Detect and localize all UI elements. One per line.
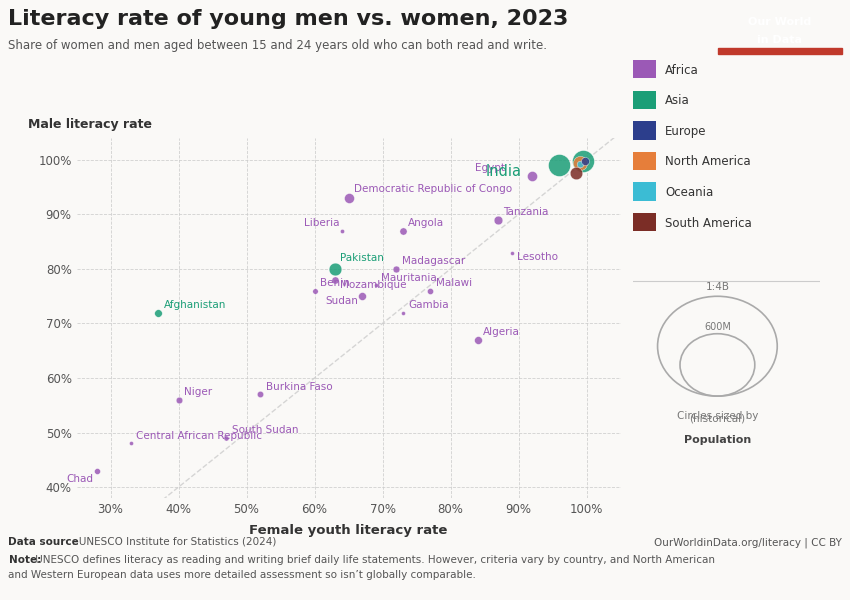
Text: Literacy rate of young men vs. women, 2023: Literacy rate of young men vs. women, 20… xyxy=(8,9,569,29)
Text: Algeria: Algeria xyxy=(483,327,520,337)
Text: Liberia: Liberia xyxy=(304,218,340,228)
Text: OurWorldinData.org/literacy | CC BY: OurWorldinData.org/literacy | CC BY xyxy=(654,537,842,547)
Text: Our World: Our World xyxy=(748,17,812,27)
Text: Chad: Chad xyxy=(66,475,94,484)
Point xyxy=(219,433,233,443)
Point xyxy=(355,292,369,301)
Text: Tanzania: Tanzania xyxy=(503,207,549,217)
Text: Niger: Niger xyxy=(184,387,212,397)
Text: Population: Population xyxy=(683,435,751,445)
Text: Lesotho: Lesotho xyxy=(517,253,558,262)
Point xyxy=(396,226,410,236)
Text: Burkina Faso: Burkina Faso xyxy=(265,382,332,392)
Text: Egypt: Egypt xyxy=(475,163,505,173)
Text: Gambia: Gambia xyxy=(408,300,449,310)
Bar xyxy=(633,60,655,79)
Text: : UNESCO Institute for Statistics (2024): : UNESCO Institute for Statistics (2024) xyxy=(72,537,276,547)
Text: South Sudan: South Sudan xyxy=(231,425,298,435)
Point xyxy=(396,308,410,317)
Text: Share of women and men aged between 15 and 24 years old who can both read and wr: Share of women and men aged between 15 a… xyxy=(8,39,547,52)
Text: Madagascar: Madagascar xyxy=(401,256,465,266)
Point xyxy=(570,169,583,178)
Point xyxy=(90,466,104,476)
Text: Angola: Angola xyxy=(408,218,445,228)
X-axis label: Female youth literacy rate: Female youth literacy rate xyxy=(249,524,448,537)
Point xyxy=(328,264,342,274)
Text: Mozambique: Mozambique xyxy=(340,280,407,290)
Text: in Data: in Data xyxy=(757,35,802,45)
Text: North America: North America xyxy=(665,155,751,169)
Bar xyxy=(633,121,655,140)
Text: Sudan: Sudan xyxy=(326,296,359,306)
Text: Africa: Africa xyxy=(665,64,699,77)
Text: Afghanistan: Afghanistan xyxy=(163,300,226,310)
Point xyxy=(389,264,403,274)
Point xyxy=(471,335,484,344)
Text: Male literacy rate: Male literacy rate xyxy=(27,118,151,131)
Point xyxy=(172,395,185,404)
Text: 1:4B: 1:4B xyxy=(706,281,729,292)
Text: Oceania: Oceania xyxy=(665,186,713,199)
Text: India: India xyxy=(486,164,522,179)
Point xyxy=(573,158,586,167)
Point xyxy=(342,193,355,203)
Point xyxy=(335,226,348,236)
Bar xyxy=(633,91,655,109)
Text: Democratic Republic of Congo: Democratic Republic of Congo xyxy=(354,184,512,194)
Text: (historical): (historical) xyxy=(689,413,745,423)
Text: 600M: 600M xyxy=(704,322,731,332)
Point xyxy=(328,275,342,284)
Point xyxy=(552,160,566,170)
Text: Benin: Benin xyxy=(320,278,349,288)
Point xyxy=(151,308,165,317)
Text: Mauritania: Mauritania xyxy=(381,272,437,283)
Text: Circles sized by: Circles sized by xyxy=(677,411,758,421)
Text: Data source: Data source xyxy=(8,537,79,547)
Point xyxy=(505,248,518,257)
Text: South America: South America xyxy=(665,217,751,230)
Point xyxy=(576,156,590,166)
Point xyxy=(578,156,592,166)
Point xyxy=(525,172,539,181)
Point xyxy=(253,389,267,399)
Point xyxy=(369,280,382,290)
Text: Asia: Asia xyxy=(665,94,690,107)
Bar xyxy=(633,152,655,170)
Bar xyxy=(718,48,842,54)
Point xyxy=(491,215,505,224)
Text: Central African Republic: Central African Republic xyxy=(136,431,263,441)
Text: Europe: Europe xyxy=(665,125,706,138)
Point xyxy=(308,286,321,296)
Bar xyxy=(633,182,655,201)
Text: Malawi: Malawi xyxy=(435,278,472,288)
Text: Pakistan: Pakistan xyxy=(340,253,384,263)
Point xyxy=(423,286,437,296)
Point xyxy=(124,439,138,448)
Bar xyxy=(633,213,655,232)
Text: Note:: Note: xyxy=(8,555,41,565)
Point xyxy=(573,160,586,169)
Text: UNESCO defines literacy as reading and writing brief daily life statements. Howe: UNESCO defines literacy as reading and w… xyxy=(32,555,716,565)
Text: and Western European data uses more detailed assessment so isn’t globally compar: and Western European data uses more deta… xyxy=(8,570,476,580)
